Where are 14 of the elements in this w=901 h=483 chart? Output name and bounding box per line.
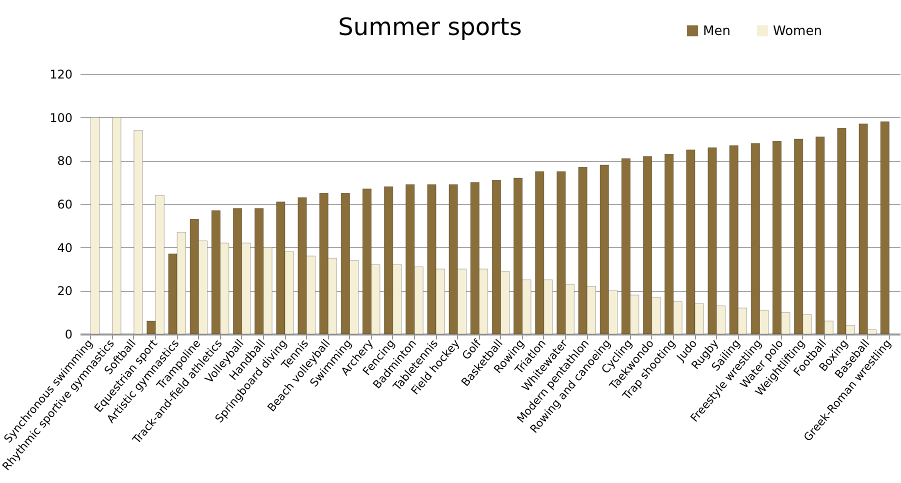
legend-label: Women (773, 24, 822, 39)
bar (880, 121, 890, 334)
y-tick-label: 0 (64, 328, 72, 342)
y-tick-label: 100 (50, 110, 72, 125)
y-tick-label: 20 (57, 284, 72, 298)
chart-title: Summer sports (338, 13, 522, 41)
y-tick-label: 60 (57, 198, 72, 212)
y-tick-label: 120 (50, 68, 72, 82)
legend-label: Men (703, 24, 730, 39)
bar (112, 117, 122, 334)
y-tick-label: 40 (57, 240, 72, 255)
bar (134, 130, 143, 334)
bar (90, 117, 100, 334)
y-tick-label: 80 (57, 154, 72, 168)
